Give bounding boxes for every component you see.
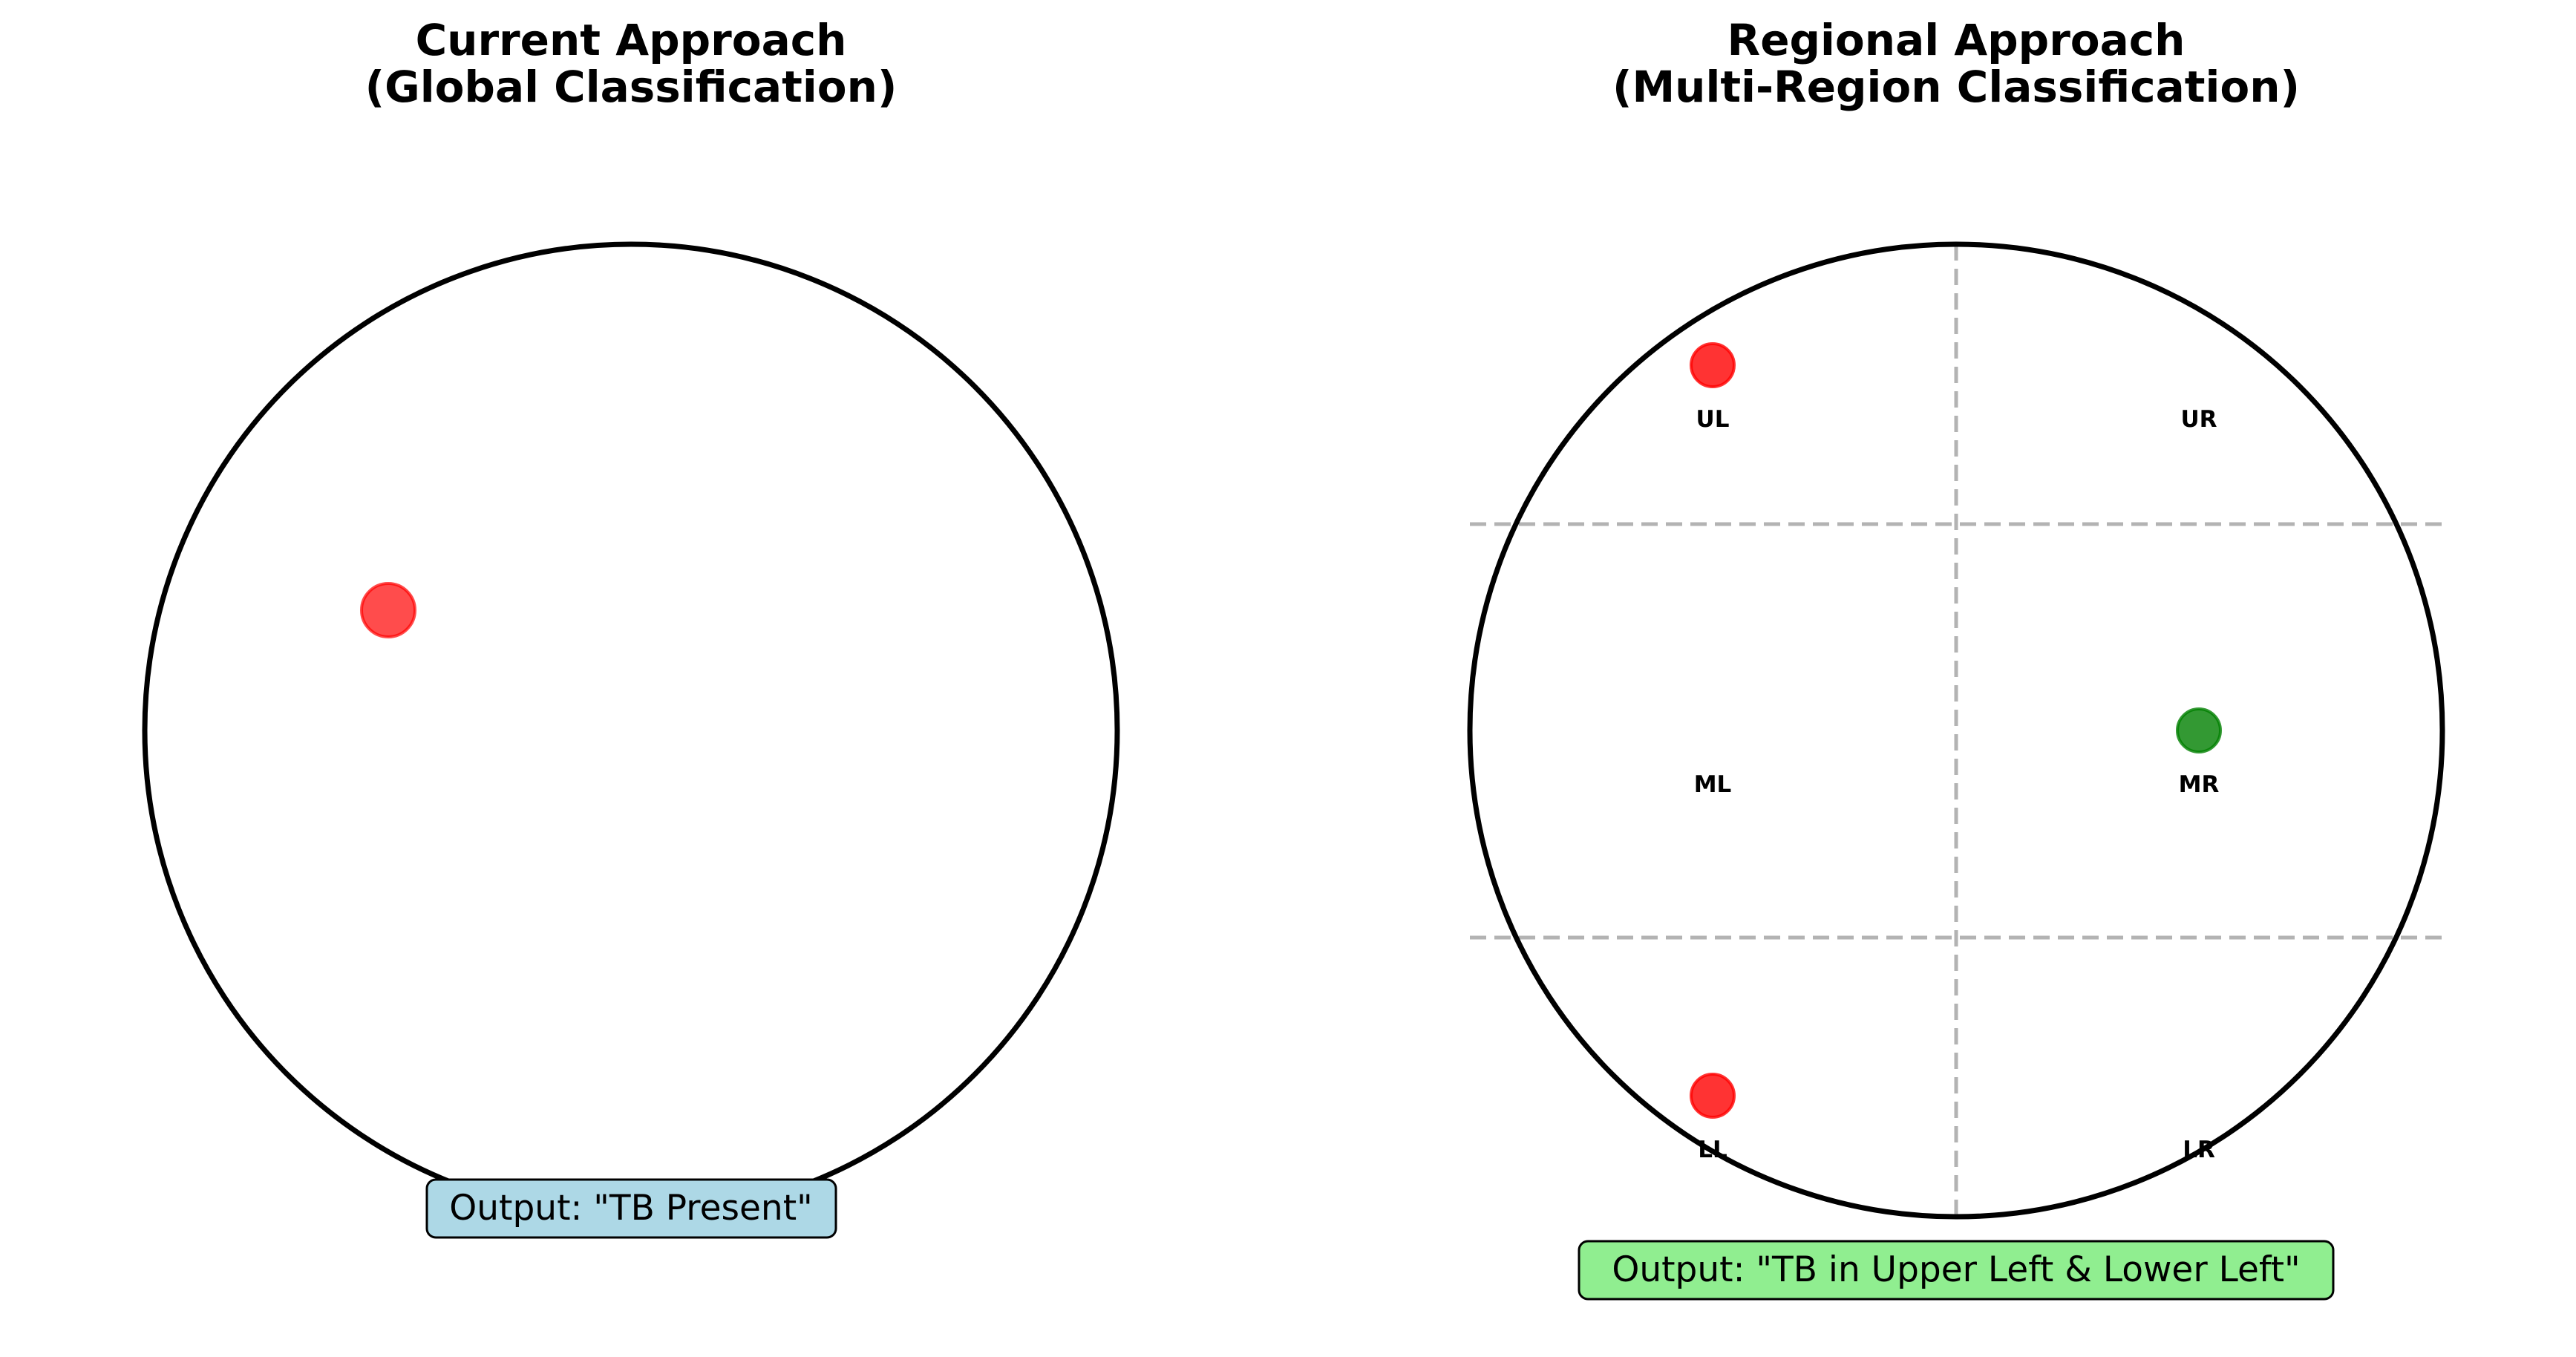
right-title-line1: Regional Approach (1727, 15, 2186, 65)
region-label-ml: ML (1694, 771, 1732, 798)
left-output-box-bg (425, 1178, 837, 1239)
right-lung-outline (1467, 241, 2445, 1220)
right-panel: Regional Approach (Multi-Region Classifi… (1467, 15, 2445, 1301)
region-label-mr: MR (2179, 771, 2220, 798)
left-title-line1: Current Approach (416, 15, 847, 65)
left-panel: Current Approach (Global Classification)… (142, 15, 1120, 1239)
region-ul-tb-marker (1690, 342, 1736, 388)
left-output-text: Output: "TB Present" (449, 1188, 813, 1229)
right-title-line2: (Multi-Region Classification) (1612, 62, 2300, 112)
region-mr-normal-marker (2176, 707, 2222, 753)
right-output-box-bg (1578, 1240, 2335, 1301)
region-label-ll: LL (1698, 1137, 1727, 1163)
left-title-line2: (Global Classification) (365, 62, 898, 112)
region-label-ul: UL (1696, 406, 1730, 433)
left-output-box: Output: "TB Present" (425, 1178, 837, 1239)
left-lesion-marker (360, 582, 416, 638)
region-ll-tb-marker (1690, 1073, 1736, 1119)
left-lung-outline (142, 241, 1120, 1220)
right-output-text: Output: "TB in Upper Left & Lower Left" (1612, 1249, 2300, 1290)
right-output-box: Output: "TB in Upper Left & Lower Left" (1578, 1240, 2335, 1301)
region-label-lr: LR (2183, 1137, 2215, 1163)
region-label-ur: UR (2180, 406, 2217, 433)
